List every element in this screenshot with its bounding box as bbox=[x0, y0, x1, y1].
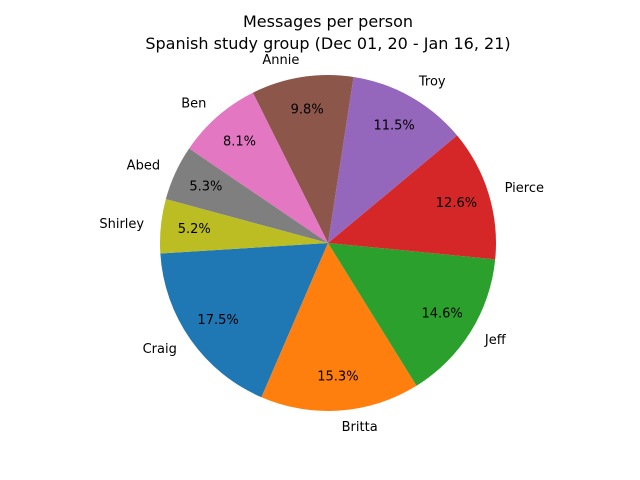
slice-name-label-annie: Annie bbox=[262, 53, 299, 68]
pie-slice-shirley bbox=[160, 199, 328, 254]
pie-slice-abed bbox=[165, 148, 328, 243]
slice-percent-label-jeff: 14.6% bbox=[421, 307, 462, 322]
slice-percent-label-craig: 17.5% bbox=[197, 313, 238, 328]
chart-title: Messages per person bbox=[243, 12, 413, 31]
slice-percent-label-ben: 8.1% bbox=[223, 134, 256, 149]
slice-name-label-pierce: Pierce bbox=[505, 181, 544, 196]
pie-slice-annie bbox=[252, 74, 354, 243]
slice-percent-label-britta: 15.3% bbox=[317, 370, 358, 385]
slice-name-label-ben: Ben bbox=[181, 96, 206, 111]
slice-name-label-shirley: Shirley bbox=[99, 217, 144, 232]
pie-slice-ben bbox=[189, 92, 328, 244]
slice-name-label-britta: Britta bbox=[342, 420, 378, 435]
slice-name-label-craig: Craig bbox=[143, 342, 177, 357]
chart-subtitle: Spanish study group (Dec 01, 20 - Jan 16… bbox=[145, 34, 510, 53]
pie-slice-troy bbox=[328, 76, 458, 244]
slice-name-label-troy: Troy bbox=[418, 75, 446, 90]
slice-percent-label-troy: 11.5% bbox=[373, 118, 414, 133]
slice-percent-label-annie: 9.8% bbox=[291, 103, 324, 118]
pie-labels: Craig 17.5% Britta 15.3% Jeff 14.6% Pierce 12.6… bbox=[99, 53, 544, 435]
slice-percent-label-pierce: 12.6% bbox=[436, 196, 477, 211]
pie-slice-britta bbox=[261, 243, 417, 411]
pie-slices bbox=[160, 74, 496, 411]
pie-slice-craig bbox=[160, 243, 328, 398]
pie-slice-pierce bbox=[328, 135, 496, 260]
slice-percent-label-shirley: 5.2% bbox=[178, 222, 211, 237]
slice-name-label-jeff: Jeff bbox=[484, 333, 507, 348]
pie-slice-jeff bbox=[328, 243, 496, 386]
slice-percent-label-abed: 5.3% bbox=[189, 179, 222, 194]
slice-name-label-abed: Abed bbox=[127, 158, 160, 173]
